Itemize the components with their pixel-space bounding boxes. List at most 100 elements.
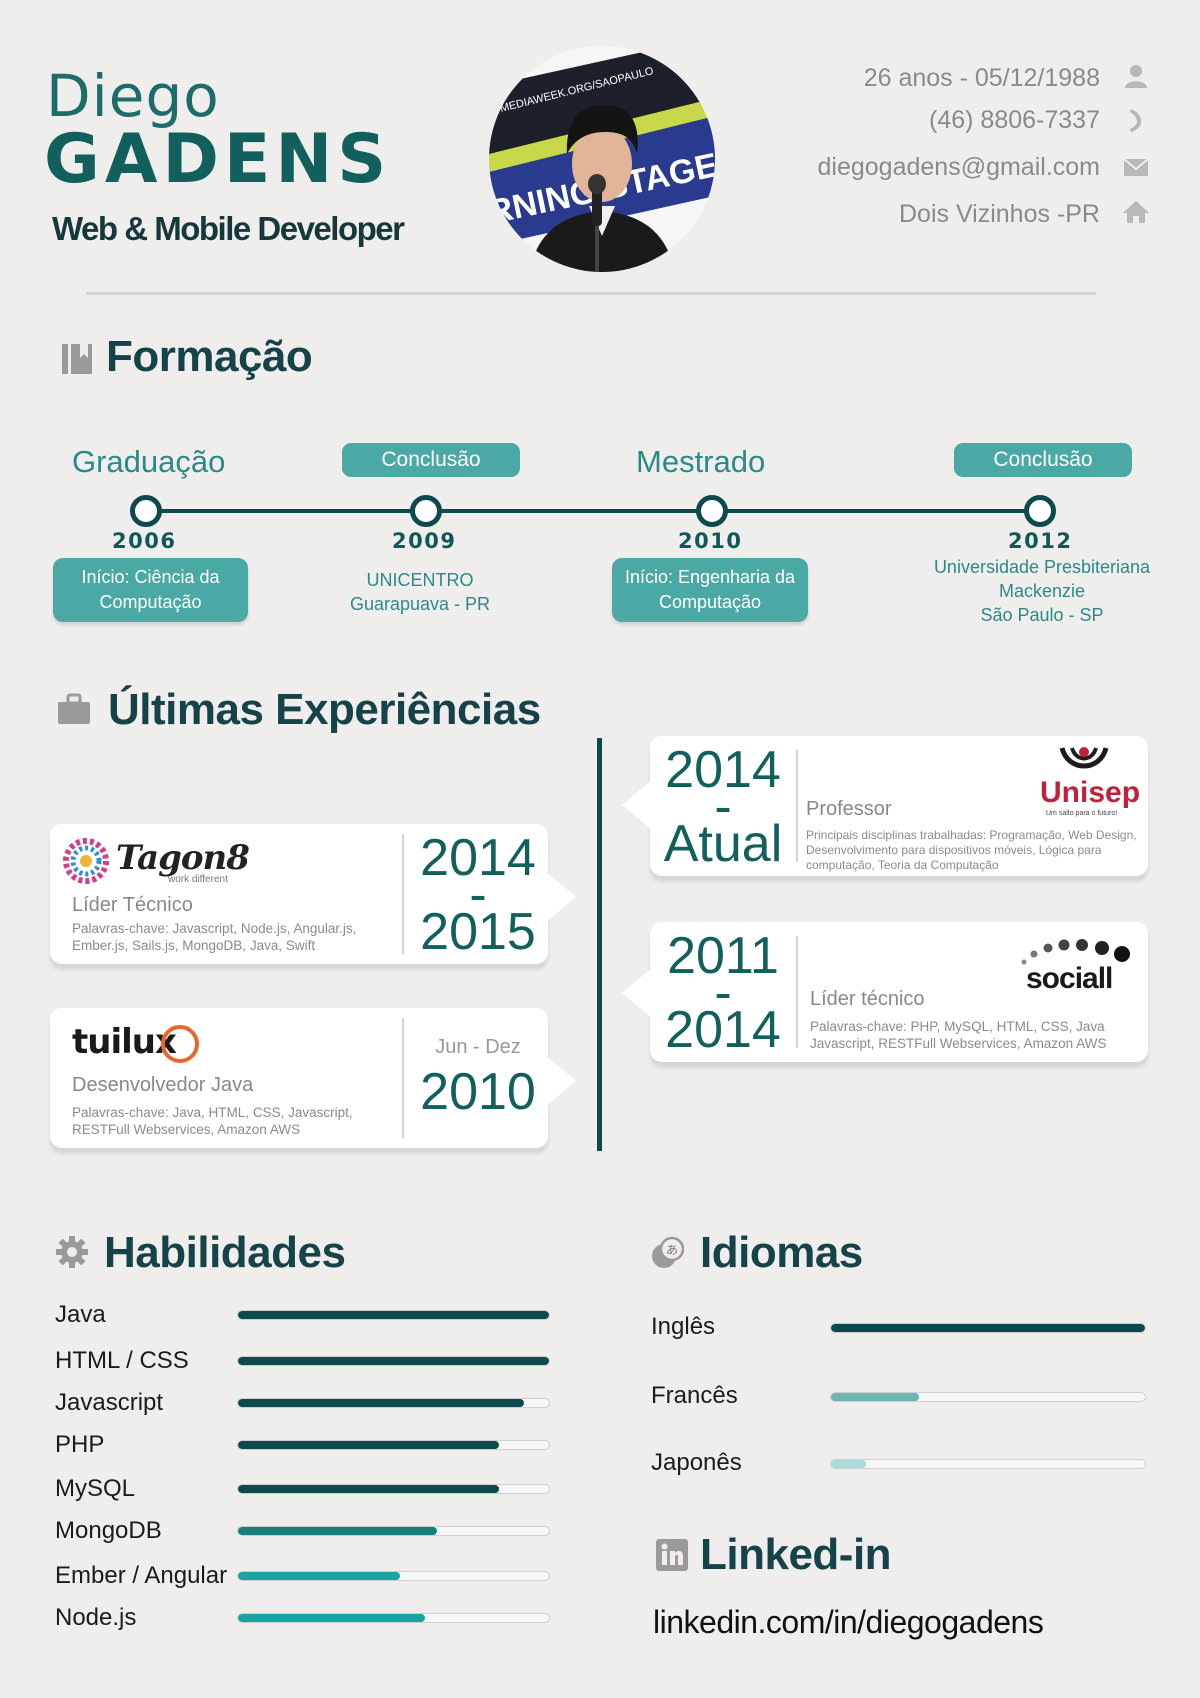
experience-desc: Principais disciplinas trabalhadas: Prog…: [806, 828, 1137, 872]
first-name: Diego: [46, 62, 220, 130]
experience-desc: Palavras-chave: Javascript, Node.js, Ang…: [72, 921, 357, 953]
skill-bar: [237, 1398, 550, 1408]
card-pointer: [546, 1056, 576, 1106]
skill-bar: [237, 1484, 550, 1494]
skill-bar-fill: [238, 1527, 438, 1535]
language-bar-fill: [831, 1460, 866, 1468]
profile-photo-illustration: MEDIAWEEK.ORG/SAOPAULO RNING STAGE: [489, 46, 715, 272]
tagon8-tagline: work different: [168, 874, 228, 885]
timeline-node: [410, 495, 442, 527]
edu-text-line: Guarapuava - PR: [349, 594, 491, 614]
card-separator: [796, 750, 798, 862]
skill-bar-fill: [238, 1572, 400, 1580]
skill-bar: [237, 1440, 550, 1450]
skill-bar-fill: [238, 1485, 500, 1493]
experience-timeline-line: [597, 738, 602, 1151]
skill-name: Java: [55, 1301, 106, 1328]
education-timeline-line: [146, 509, 1040, 513]
edu-text-line: Mackenzie: [998, 581, 1086, 601]
experience-years: 2011 - 2014: [654, 930, 792, 1056]
skill-bar-fill: [238, 1399, 525, 1407]
linkedin-url[interactable]: linkedin.com/in/diegogadens: [653, 1604, 1044, 1640]
edu-box-graduacao: Início: Ciência da Computação: [53, 558, 248, 622]
timeline-node: [696, 495, 728, 527]
edu-year: 2006: [112, 529, 177, 553]
card-separator: [402, 834, 404, 954]
skill-name: HTML / CSS: [55, 1347, 189, 1374]
skill-bar-fill: [238, 1614, 425, 1622]
edu-box-mestrado: Início: Engenharia da Computação: [612, 558, 808, 622]
sociall-logo: sociall: [1026, 962, 1113, 995]
timeline-node: [1024, 495, 1056, 527]
briefcase-icon: [58, 693, 90, 724]
section-title-experiencias: Últimas Experiências: [108, 685, 541, 734]
section-title-linkedin: Linked-in: [700, 1530, 892, 1579]
skill-bar-fill: [238, 1357, 549, 1365]
edu-text-line: UNICENTRO: [366, 570, 474, 590]
person-icon: [1125, 65, 1147, 88]
section-title-habilidades: Habilidades: [104, 1228, 346, 1277]
timeline-node: [130, 495, 162, 527]
skill-name: Ember / Angular: [55, 1562, 228, 1589]
edu-text-mackenzie: Universidade Presbiteriana Mackenzie São…: [916, 555, 1168, 627]
section-title-idiomas: Idiomas: [700, 1228, 863, 1277]
experience-year: 2010: [420, 1063, 536, 1121]
edu-text-line: Universidade Presbiteriana: [933, 557, 1151, 577]
skill-bar-fill: [238, 1441, 500, 1449]
sociall-logo-mark: [1021, 939, 1130, 965]
year-start: 2014: [420, 829, 536, 887]
svg-text:あ: あ: [666, 1243, 678, 1257]
year-end: 2014: [665, 1001, 781, 1059]
language-icon: あ: [652, 1236, 684, 1268]
contact-age: 26 anos - 05/12/1988: [863, 64, 1100, 92]
card-pointer: [546, 872, 576, 922]
card-separator: [796, 936, 798, 1048]
language-bar: [830, 1323, 1146, 1333]
language-name: Inglês: [651, 1313, 716, 1340]
phone-icon: [1130, 109, 1142, 132]
unisep-logo: Unisep: [1040, 776, 1141, 809]
skill-name: PHP: [55, 1431, 105, 1458]
skill-name: MongoDB: [55, 1517, 162, 1544]
experience-card-tuilux: tuilux Desenvolvedor Java Palavras-chave…: [50, 1008, 576, 1148]
experience-card-tagon8: Tagon8 work different Líder Técnico Pala…: [50, 824, 576, 964]
section-title-formacao: Formação: [106, 332, 313, 381]
experience-years: 2014 - 2015: [410, 832, 546, 958]
contact-email[interactable]: diegogadens@gmail.com: [817, 153, 1100, 181]
experience-role: Desenvolvedor Java: [72, 1074, 254, 1096]
job-title: Web & Mobile Developer: [52, 210, 405, 247]
year-end: Atual: [663, 815, 783, 873]
contact-phone: (46) 8806-7337: [929, 106, 1100, 134]
header-divider: [86, 292, 1096, 295]
tuilux-logo: tuilux: [72, 1022, 177, 1062]
edu-text-unicentro: UNICENTRO Guarapuava - PR: [320, 568, 520, 616]
tuilux-logo-mark: [161, 1025, 199, 1063]
edu-year: 2012: [1008, 529, 1073, 553]
experience-card-unisep: 2014 - Atual Unisep Um salto para o futu…: [622, 736, 1148, 876]
edu-pill-conclusao: Conclusão: [954, 443, 1132, 477]
card-separator: [402, 1018, 404, 1138]
skill-bar-fill: [238, 1311, 549, 1319]
edu-text-line: São Paulo - SP: [980, 605, 1104, 625]
experience-role: Líder Técnico: [72, 894, 193, 916]
skill-bar: [237, 1571, 550, 1581]
language-bar: [830, 1392, 1146, 1402]
profile-photo: MEDIAWEEK.ORG/SAOPAULO RNING STAGE: [489, 46, 715, 272]
experience-role: Professor: [806, 798, 892, 820]
skill-bar: [237, 1356, 550, 1366]
unisep-tagline: Um salto para o futuro!: [1046, 810, 1118, 817]
skill-bar: [237, 1526, 550, 1536]
tagon8-logo-mark: [62, 838, 110, 884]
gear-icon: [56, 1236, 88, 1268]
edu-label-mestrado: Mestrado: [636, 444, 766, 479]
last-name: GADENS: [44, 120, 392, 199]
envelope-icon: [1123, 158, 1149, 176]
experience-desc: Palavras-chave: PHP, MySQL, HTML, CSS, J…: [810, 1019, 1107, 1051]
home-icon: [1123, 201, 1149, 223]
language-name: Francês: [651, 1382, 738, 1409]
language-bar-fill: [831, 1393, 919, 1401]
experience-years: 2014 - Atual: [654, 744, 792, 870]
unisep-logo-mark: [1059, 747, 1109, 769]
skill-name: Javascript: [55, 1389, 164, 1416]
language-name: Japonês: [651, 1449, 742, 1476]
